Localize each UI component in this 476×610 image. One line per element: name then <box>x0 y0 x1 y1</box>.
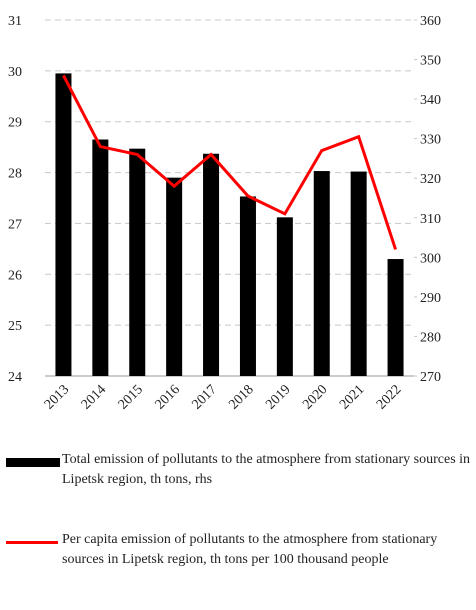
x-tick-label: 2014 <box>79 382 109 412</box>
y2-tick-label: 330 <box>420 133 441 148</box>
bar <box>129 148 146 376</box>
y2-tick-label: 350 <box>420 54 441 69</box>
legend-swatch <box>6 458 60 467</box>
x-tick-label: 2013 <box>42 382 72 412</box>
legend-label: Total emission of pollutants to the atmo… <box>62 452 471 487</box>
legend-swatch <box>6 541 58 544</box>
page: {"chart_data": {"type": "bar_line", "cat… <box>6 14 471 567</box>
chart: 24 25 26 27 28 29 30 31 270 280 290 300 310 320 330 340… <box>8 14 441 413</box>
x-tick-label: 2021 <box>337 382 367 412</box>
y2-tick-label: 320 <box>420 172 441 187</box>
y2-tick-label: 300 <box>420 251 441 266</box>
x-tick-label: 2022 <box>374 382 404 412</box>
y2-tick-label: 340 <box>420 93 441 108</box>
bar <box>313 171 330 376</box>
y-tick-label: 25 <box>8 319 22 334</box>
y2-tick-label: 290 <box>420 291 441 306</box>
y-tick-label: 29 <box>8 116 22 131</box>
line <box>62 74 397 250</box>
y-tick-label: 26 <box>8 268 22 283</box>
y-tick-label: 31 <box>8 14 22 29</box>
y2-tick-label: 280 <box>420 330 441 345</box>
x-tick-label: 2017 <box>189 382 219 412</box>
x-tick-label: 2020 <box>300 382 330 412</box>
bar <box>203 153 220 376</box>
x-tick-label: 2015 <box>116 382 146 412</box>
legend: Total emission of pollutants to the atmo… <box>0 450 476 610</box>
bar <box>387 259 404 376</box>
bar <box>239 196 256 376</box>
y-tick-label: 27 <box>8 217 22 232</box>
y-tick-label: 24 <box>8 370 22 385</box>
bar <box>55 73 72 377</box>
bar <box>276 217 293 376</box>
y2-tick-label: 310 <box>420 212 441 227</box>
x-tick-label: 2019 <box>263 382 293 412</box>
legend-entry: Per capita emission of pollutants to the… <box>0 530 476 610</box>
y-tick-label: 30 <box>8 65 22 80</box>
bar <box>92 139 109 376</box>
bar <box>166 177 183 376</box>
legend-entry: Total emission of pollutants to the atmo… <box>0 450 476 530</box>
x-tick-label: 2018 <box>226 382 256 412</box>
legend-label: Per capita emission of pollutants to the… <box>62 532 438 567</box>
bar <box>350 171 367 376</box>
x-tick-label: 2016 <box>153 382 183 412</box>
y2-tick-label: 360 <box>420 14 441 29</box>
y-tick-label: 28 <box>8 167 22 182</box>
y2-tick-label: 270 <box>420 370 441 385</box>
